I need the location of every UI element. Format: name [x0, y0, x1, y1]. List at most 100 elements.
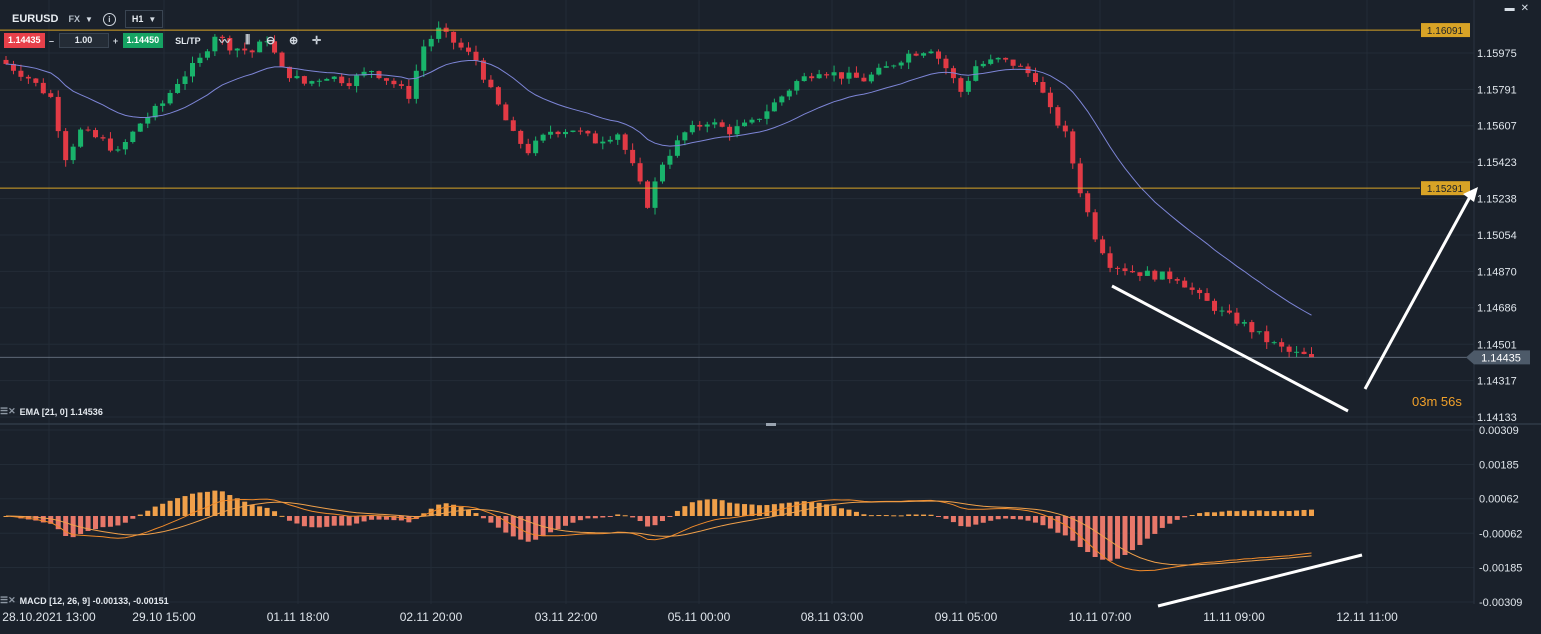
candle-body: [771, 102, 777, 112]
candle-body: [421, 46, 427, 71]
macd-histogram-bar: [585, 516, 591, 519]
macd-histogram-bar: [1167, 516, 1173, 524]
candle-body: [122, 141, 128, 150]
quantity-decrease-button[interactable]: –: [49, 35, 55, 46]
buy-button[interactable]: 1.14450: [122, 33, 164, 48]
level-price-tag: [1421, 181, 1470, 196]
window-controls: ▬ ✕: [1499, 3, 1529, 14]
candle-body: [756, 118, 762, 120]
candle-body: [853, 72, 859, 78]
macd-histogram-bar: [1152, 516, 1158, 534]
candle-body: [592, 133, 598, 144]
macd-histogram-bar: [122, 516, 128, 523]
candle-body: [383, 78, 389, 81]
candle-body: [436, 27, 442, 39]
macd-histogram-bar: [182, 496, 188, 516]
candle-body: [1159, 271, 1165, 280]
candle-body: [1241, 322, 1247, 324]
macd-histogram-bar: [473, 513, 479, 516]
candle-body: [540, 134, 546, 141]
macd-histogram-bar: [943, 516, 949, 519]
macd-histogram-bar: [1309, 509, 1314, 516]
macd-histogram-bar: [1032, 516, 1038, 523]
minimize-icon[interactable]: ▬: [1504, 3, 1515, 14]
candle-body: [1077, 163, 1083, 194]
line-chart-icon[interactable]: 〰: [219, 35, 231, 48]
macd-histogram-bar: [1212, 512, 1218, 516]
macd-histogram-bar: [309, 516, 315, 528]
candle-body: [182, 76, 188, 84]
trade-bar: 1.14435 – 1.00 + 1.14450 SL/TP 〰 ⫼ ⊖ ⊕ ✛: [4, 33, 330, 48]
macd-histogram-bar: [965, 516, 971, 527]
exchange-label: FX: [68, 14, 80, 24]
macd-histogram-bar: [294, 516, 300, 524]
candle-body: [1032, 73, 1038, 82]
quantity-increase-button[interactable]: +: [112, 35, 119, 46]
timeframe-selector[interactable]: H1 ▼: [124, 10, 164, 28]
level-price-tag: [1421, 23, 1470, 38]
macd-histogram-bar: [592, 516, 598, 519]
sltp-button[interactable]: SL/TP: [175, 35, 201, 46]
zoom-in-icon[interactable]: ⊕: [289, 35, 299, 47]
macd-histogram-bar: [950, 516, 956, 523]
macd-histogram-bar: [1062, 516, 1068, 536]
candle-body: [727, 126, 733, 135]
candle-body: [712, 122, 718, 125]
candle-body: [533, 140, 539, 154]
pane-resize-handle[interactable]: [766, 423, 776, 426]
settings-icon[interactable]: ☰✕: [0, 595, 16, 605]
macd-histogram-bar: [928, 514, 934, 516]
macd-histogram-bar: [1077, 516, 1083, 548]
arrow-up-line[interactable]: [1363, 192, 1474, 390]
macd-histogram-bar: [853, 511, 859, 516]
macd-indicator-label[interactable]: ☰✕ MACD [12, 26, 9] -0.00133, -0.00151: [0, 595, 169, 606]
candle-body: [1137, 272, 1143, 276]
time-axis-tick: 11.11 09:00: [1203, 610, 1265, 624]
macd-histogram-bar: [1301, 509, 1307, 516]
candle-body: [413, 70, 419, 99]
zoom-out-icon[interactable]: ⊖: [266, 35, 276, 47]
info-icon[interactable]: i: [102, 12, 116, 26]
close-icon[interactable]: ✕: [1520, 3, 1529, 14]
sell-button[interactable]: 1.14435: [4, 33, 45, 48]
candle-body: [1219, 310, 1225, 312]
candle-body: [697, 124, 703, 127]
macd-histogram-bar: [458, 507, 464, 516]
macd-histogram-bar: [316, 516, 322, 528]
macd-histogram-bar: [219, 491, 225, 516]
macd-histogram-bar: [204, 491, 210, 516]
candle-body: [1070, 131, 1076, 164]
macd-axis-tick: -0.00062: [1479, 528, 1522, 540]
macd-histogram-bar: [227, 495, 233, 516]
crosshair-icon[interactable]: ✛: [312, 35, 322, 47]
candle-body: [1204, 293, 1210, 301]
candle-body: [107, 138, 113, 151]
candle-body: [652, 181, 658, 208]
macd-histogram-bar: [533, 516, 539, 540]
candles-icon[interactable]: ⫼: [245, 34, 251, 46]
candle-body: [242, 48, 248, 51]
macd-histogram-bar: [1085, 516, 1091, 553]
symbol-selector[interactable]: EURUSD: [12, 13, 59, 25]
macd-trendline-ascending[interactable]: [1157, 553, 1363, 608]
candle-body: [794, 81, 800, 91]
trendline-descending[interactable]: [1111, 284, 1349, 413]
macd-histogram-bar: [451, 504, 457, 516]
macd-axis-tick: 0.00062: [1479, 494, 1519, 506]
symbol-dropdown-icon[interactable]: ▼: [84, 14, 93, 24]
macd-histogram-bar: [667, 516, 673, 517]
macd-histogram-bar: [1189, 514, 1195, 516]
price-axis-tick: 1.14317: [1477, 376, 1517, 388]
settings-icon[interactable]: ☰✕: [0, 406, 16, 416]
candle-body: [645, 181, 651, 208]
macd-histogram-bar: [876, 515, 882, 517]
ema-indicator-label[interactable]: ☰✕ EMA [21, 0] 1.14536: [0, 406, 103, 417]
candle-body: [846, 72, 852, 79]
candle-body: [137, 123, 143, 132]
macd-histogram-bar: [324, 516, 330, 527]
macd-legend-text: MACD [12, 26, 9] -0.00133, -0.00151: [19, 595, 169, 606]
quantity-field[interactable]: 1.00: [58, 33, 109, 48]
candle-body: [175, 83, 181, 93]
macd-histogram-bar: [1047, 516, 1053, 529]
